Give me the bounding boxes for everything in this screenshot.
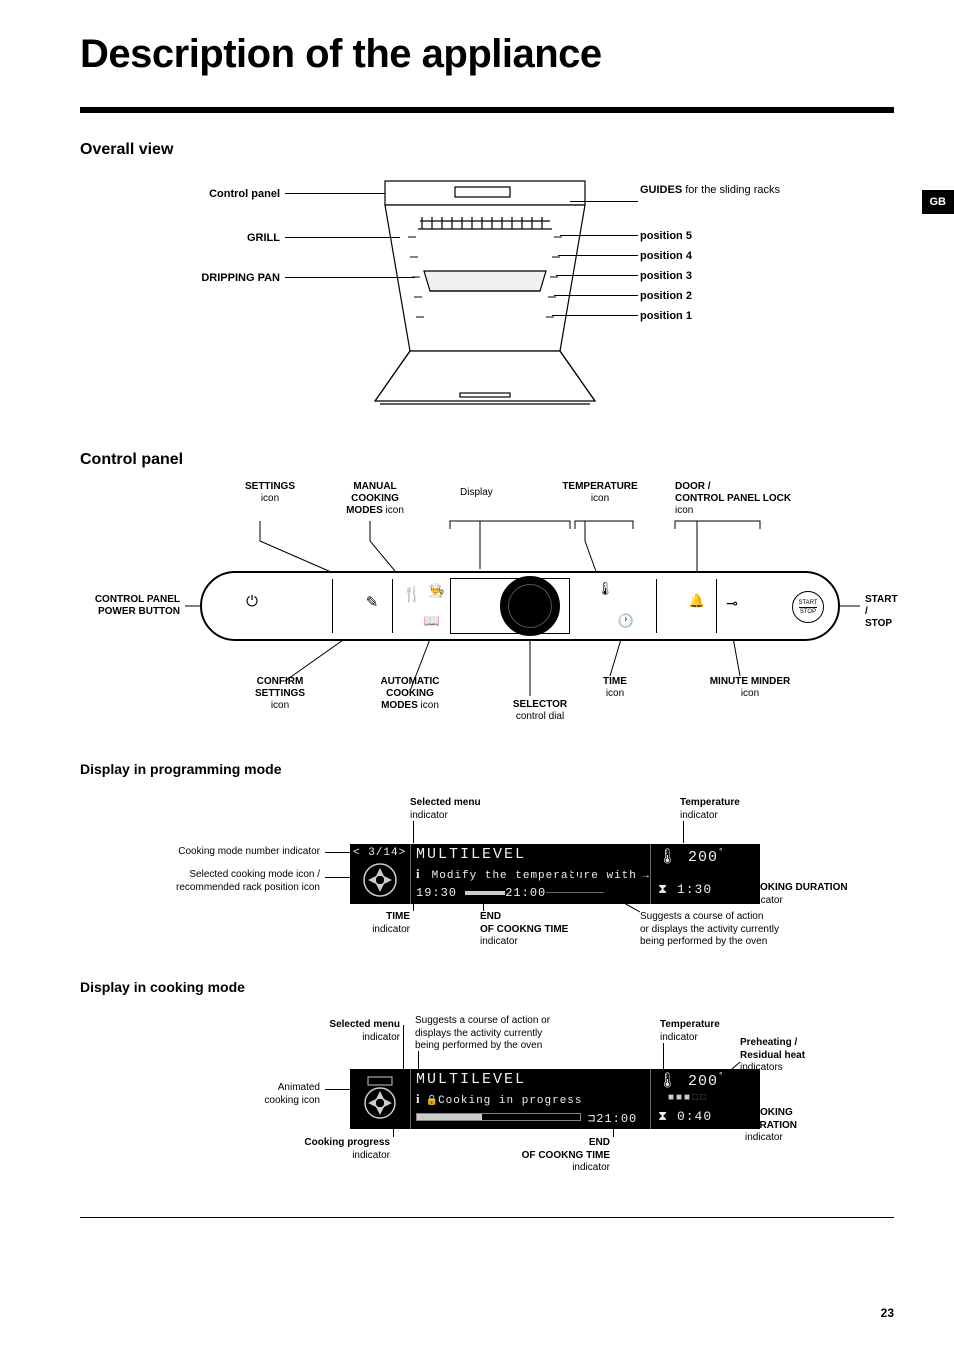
label-selector: SELECTORcontrol dial — [500, 699, 580, 723]
label-pos2: position 2 — [640, 289, 692, 303]
label-temp-cook: Temperatureindicator — [660, 1019, 720, 1044]
label-control-panel: Control panel — [160, 187, 280, 201]
overall-heading: Overall view — [80, 141, 894, 159]
label-temperature: TEMPERATUREicon — [555, 481, 645, 505]
label-mode-icon-rack: Selected cooking mode icon /recommended … — [100, 869, 320, 894]
label-time: TIMEicon — [590, 676, 640, 700]
chef-hat-icon: 👨‍🍳 — [425, 583, 449, 599]
page-title: Description of the appliance — [80, 32, 894, 77]
suggest-leader-prog — [560, 867, 650, 917]
page-number: 23 — [881, 1306, 894, 1320]
display-prog-heading: Display in programming mode — [80, 761, 894, 777]
auto-book-icon: 📖 — [420, 613, 444, 629]
label-pos4: position 4 — [640, 249, 692, 263]
label-manual-modes: MANUALCOOKINGMODES icon — [335, 481, 415, 517]
label-guides: GUIDES for the sliding racks — [640, 183, 800, 197]
label-suggest-prog: Suggests a course of action or displays … — [640, 911, 820, 949]
footer-rule — [80, 1217, 894, 1218]
clock-icon: 🕐 — [614, 613, 638, 629]
manual-fork-icon: 🍴 — [400, 585, 424, 603]
label-time-ind-prog: TIMEindicator — [355, 911, 410, 936]
display-cook-heading: Display in cooking mode — [80, 979, 894, 995]
title-rule — [80, 107, 894, 113]
label-confirm: CONFIRMSETTINGSicon — [240, 676, 320, 712]
label-selmenu-prog: Selected menuindicator — [410, 797, 481, 822]
label-progress: Cooking progressindicator — [270, 1137, 390, 1162]
label-grill: GRILL — [160, 231, 280, 245]
label-pos3: position 3 — [640, 269, 692, 283]
oven-illustration — [360, 171, 620, 421]
animated-cook-icon — [360, 1075, 400, 1123]
label-auto-modes: AUTOMATICCOOKINGMODES icon — [370, 676, 450, 712]
label-pos5: position 5 — [640, 229, 692, 243]
label-display: Display — [460, 487, 493, 499]
label-temp-prog: Temperatureindicator — [680, 797, 740, 822]
label-end-time-prog: ENDOF COOKNG TIMEindicator — [480, 911, 568, 949]
display-cook-diagram: Selected menuindicator Suggests a course… — [80, 1007, 894, 1197]
power-icon: ⏻ — [240, 593, 264, 610]
display-prog-diagram: Selected menuindicator Temperatureindica… — [80, 789, 894, 959]
label-start-stop: START /STOP — [865, 594, 898, 630]
label-suggest-cook: Suggests a course of action or displays … — [415, 1015, 585, 1053]
bell-icon: 🔔 — [685, 593, 709, 609]
language-tag: GB — [922, 190, 954, 214]
mode-icon — [362, 862, 398, 898]
label-mode-num: Cooking mode number indicator — [100, 846, 320, 859]
label-door-lock: DOOR /CONTROL PANEL LOCKicon — [675, 481, 835, 517]
label-power-button: CONTROL PANELPOWER BUTTON — [80, 594, 180, 618]
prog-screen: < 3/14> MULTILEVEL i Modify the temperat… — [350, 844, 760, 904]
label-animated: Animatedcooking icon — [200, 1082, 320, 1107]
start-stop-button: START STOP — [792, 591, 824, 623]
label-selmenu-cook: Selected menuindicator — [300, 1019, 400, 1044]
label-dripping-pan: DRIPPING PAN — [160, 271, 280, 285]
label-minute-minder: MINUTE MINDERicon — [700, 676, 800, 700]
label-settings: SETTINGSicon — [235, 481, 305, 505]
control-panel-diagram: SETTINGSicon MANUALCOOKINGMODES icon Dis… — [80, 481, 894, 741]
overall-view-diagram: Control panel GRILL DRIPPING PAN GUIDES … — [80, 171, 894, 431]
label-pos1: position 1 — [640, 309, 692, 323]
control-panel-heading: Control panel — [80, 451, 894, 469]
thermometer-icon: 🌡 — [593, 581, 617, 597]
cook-screen: MULTILEVEL i 🔒Cooking in progress ⊐21:00… — [350, 1069, 760, 1129]
selector-dial — [500, 576, 560, 636]
label-cook-dur-prog: COOKING DURATIONindicator — [745, 882, 848, 907]
settings-pencil-icon: ✎ — [360, 593, 384, 611]
label-end-time-cook: ENDOF COOKNG TIMEindicator — [500, 1137, 610, 1175]
key-lock-icon: ⊸ — [720, 595, 744, 612]
